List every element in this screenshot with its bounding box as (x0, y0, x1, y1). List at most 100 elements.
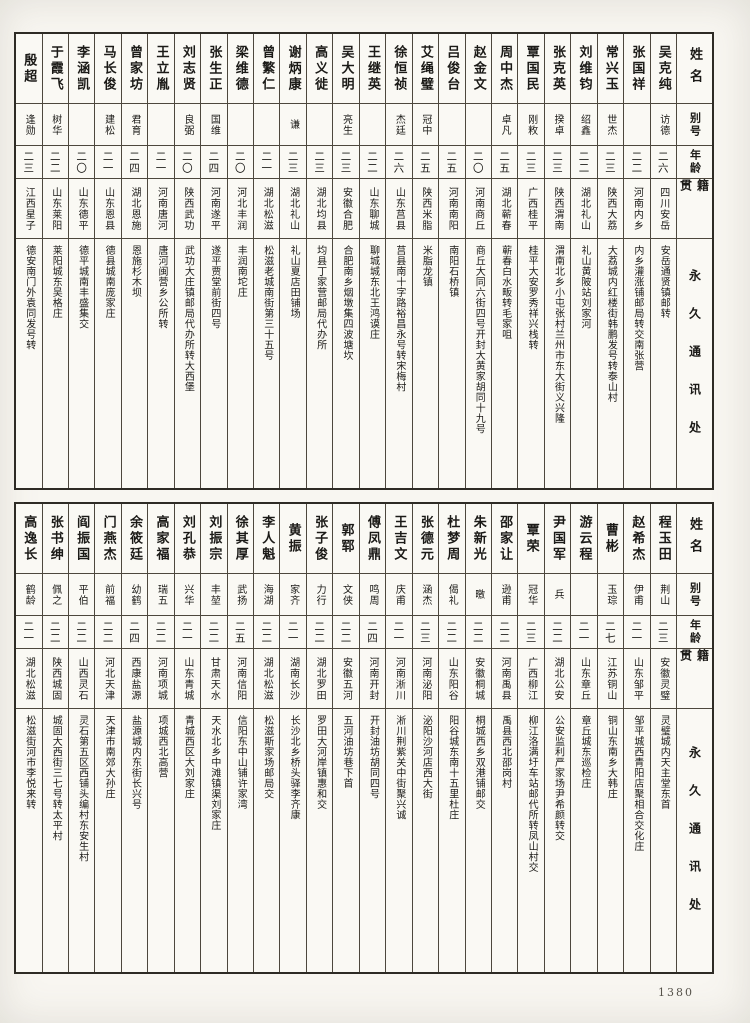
address-cell: 南阳石桥镇 (439, 239, 464, 488)
name-cell-text: 张子俊 (312, 514, 328, 563)
address-cell: 项城西北高营 (148, 709, 173, 972)
native-place-cell-text: 湖北礼山 (287, 186, 299, 231)
name-cell-text: 朱新光 (470, 514, 486, 563)
alias-cell-text: 玉琮 (604, 583, 616, 606)
age-cell: 二〇 (227, 146, 253, 179)
age-cell: 二二 (68, 616, 95, 649)
address-cell-text: 松滋老城南街第三十五号 (261, 245, 273, 361)
entry-column: 傅凤鼎 鸣周 二四 河南开封 开封油坊胡同四号 (358, 504, 386, 972)
age-cell: 二二 (148, 616, 174, 649)
age-cell-text: 二二 (48, 150, 61, 174)
alias-cell (227, 104, 253, 146)
native-place-cell: 江苏铜山 (597, 649, 624, 709)
address-cell: 聊城城东北王鸿谟庄 (360, 239, 385, 488)
alias-cell-text: 树华 (49, 113, 61, 136)
address-cell-text: 安岳通贤镇邮转 (658, 245, 670, 319)
address-cell: 松滋斯家场邮局交 (254, 709, 279, 972)
entry-column: 刘振宗 丰堃 二二 甘肃天水 天水北乡中滩镇渠刘家庄 (200, 504, 227, 972)
address-cell-text: 礼山黄陂站刘家河 (578, 245, 590, 329)
age-cell: 二三 (518, 146, 544, 179)
age-cell: 二四 (201, 146, 227, 179)
name-cell-text: 张德元 (417, 514, 433, 563)
entry-column: 门燕杰 前福 二二 河北天津 天津市南郊大孙庄 (94, 504, 121, 972)
address-cell-text: 公安监利严家场尹希颜转交 (552, 715, 564, 841)
age-cell: 二五 (227, 616, 253, 649)
age-cell-text: 二四 (365, 620, 378, 644)
alias-cell: 文侠 (333, 574, 359, 616)
address-cell-text: 德县城南庞家庄 (103, 245, 115, 319)
native-place-cell-text: 陕西米脂 (419, 186, 431, 231)
name-cell: 张克英 (544, 34, 571, 104)
header-column: 姓名 别号 年龄 籍贯 永久通讯处 (676, 504, 712, 972)
age-cell-text: 二一 (577, 620, 590, 644)
entry-column: 吴大明 亮生 二三 安徽合肥 合肥南乡烟墩集四波塘坎 (332, 34, 359, 488)
age-cell-text: 二二 (154, 620, 167, 644)
native-place-cell-text: 安徽桐城 (472, 656, 484, 701)
address-cell: 礼山夏店田铺场 (280, 239, 305, 488)
age-cell: 二五 (412, 146, 439, 179)
address-cell-text: 聊城城东北王鸿谟庄 (367, 245, 379, 340)
alias-cell-text: 鹤龄 (23, 583, 35, 606)
address-cell: 渭南北乡小屯张村兰州市东大街义兴隆 (545, 239, 570, 488)
name-cell: 傅凤鼎 (359, 504, 386, 574)
native-place-cell-text: 四川安岳 (657, 186, 669, 231)
age-cell: 二三 (333, 146, 359, 179)
native-place-cell-text: 西康盐源 (129, 656, 141, 701)
age-cell: 二二 (42, 616, 68, 649)
name-cell-text: 阎振国 (74, 514, 90, 563)
alias-cell (306, 104, 333, 146)
name-cell-text: 常兴玉 (602, 44, 618, 93)
age-cell: 二三 (650, 616, 676, 649)
entry-column: 刘志贤 良弼 二〇 陕西武功 武功大庄镇邮局代办所转大西堡 (173, 34, 201, 488)
entry-column: 程玉田 荆山 二三 安徽灵璧 灵璧城内天主堂东首 (649, 504, 676, 972)
name-cell-text: 门燕杰 (100, 514, 116, 563)
age-cell: 二一 (95, 146, 121, 179)
native-place-cell: 安徽桐城 (465, 649, 491, 709)
native-place-cell-text: 河南信阳 (234, 656, 246, 701)
address-cell-text: 渭南北乡小屯张村兰州市东大街义兴隆 (552, 245, 564, 424)
name-cell: 赵希杰 (624, 504, 650, 574)
native-place-cell: 山东阳谷 (439, 649, 465, 709)
name-cell-text: 徐恒祯 (391, 44, 407, 93)
age-cell-text: 二一 (392, 620, 405, 644)
name-cell-text: 曹彬 (602, 522, 618, 555)
directory-table-bottom: 姓名 别号 年龄 籍贯 永久通讯处 程玉田 荆山 二三 安徽灵璧 灵璧城内天主堂东首 赵希杰 伊甫 二一… (14, 502, 714, 974)
address-cell: 桐城西乡双港铺邮交 (466, 709, 491, 972)
name-cell: 常兴玉 (597, 34, 624, 104)
native-place-cell-text: 陕西大荔 (604, 186, 616, 231)
age-cell: 二一 (16, 616, 42, 649)
name-cell: 刘孔恭 (174, 504, 201, 574)
name-cell: 阎振国 (68, 504, 95, 574)
address-cell-text: 项城西北高营 (155, 715, 167, 778)
age-cell: 二一 (174, 616, 201, 649)
name-cell: 尹国军 (544, 504, 571, 574)
address-cell: 长沙北乡桥头驿李齐康 (280, 709, 305, 972)
alias-cell-text: 谦 (287, 119, 299, 130)
native-place-cell: 西康盐源 (121, 649, 148, 709)
entry-column: 阎振国 平伯 二二 山西灵石 灵石第五区西铺头编村东安生村 (67, 504, 95, 972)
name-cell-text: 刘志贤 (179, 44, 195, 93)
name-cell: 王吉文 (386, 504, 412, 574)
address-cell-text: 邹平城西青阳店聚相合交化庄 (631, 715, 643, 852)
name-cell: 赵金文 (465, 34, 491, 104)
entry-column: 高家福 瑞五 二二 河南项城 项城西北高营 (147, 504, 174, 972)
address-cell-text: 淅川荆紫关中街聚兴诚 (393, 715, 405, 820)
header-name-text: 姓名 (687, 516, 702, 561)
address-cell-text: 松滋街河市李悦来转 (23, 715, 35, 810)
entry-column: 常兴玉 世杰 二三 陕西大荔 大荔城内红楼街韩鹏发号转泰山村 (596, 34, 624, 488)
name-cell-text: 王立胤 (153, 44, 169, 93)
name-cell: 覃荣 (518, 504, 544, 574)
entry-column: 覃荣 冠华 二三 广西柳江 柳江洛满圩车站邮代所转凤山村交 (517, 504, 544, 972)
native-place-cell-text: 山东阳谷 (446, 656, 458, 701)
alias-cell-text: 力行 (314, 583, 326, 606)
native-place-cell-text: 湖北礼山 (578, 186, 590, 231)
native-place-cell-text: 山东邹平 (631, 656, 643, 701)
age-cell-text: 二三 (524, 150, 537, 174)
entry-column: 张德元 涵杰 二三 河南泌阳 泌阳沙河店西大街 (411, 504, 439, 972)
age-cell: 二二 (333, 616, 359, 649)
header-native-place: 籍贯 (677, 179, 712, 239)
alias-cell-text: 丰堃 (208, 583, 220, 606)
name-cell-text: 张国祥 (629, 44, 645, 93)
name-cell: 周中杰 (491, 34, 518, 104)
entry-column: 殷超 逢勋 二三 江西星子 德安南门外袁同发号转 (16, 34, 42, 488)
